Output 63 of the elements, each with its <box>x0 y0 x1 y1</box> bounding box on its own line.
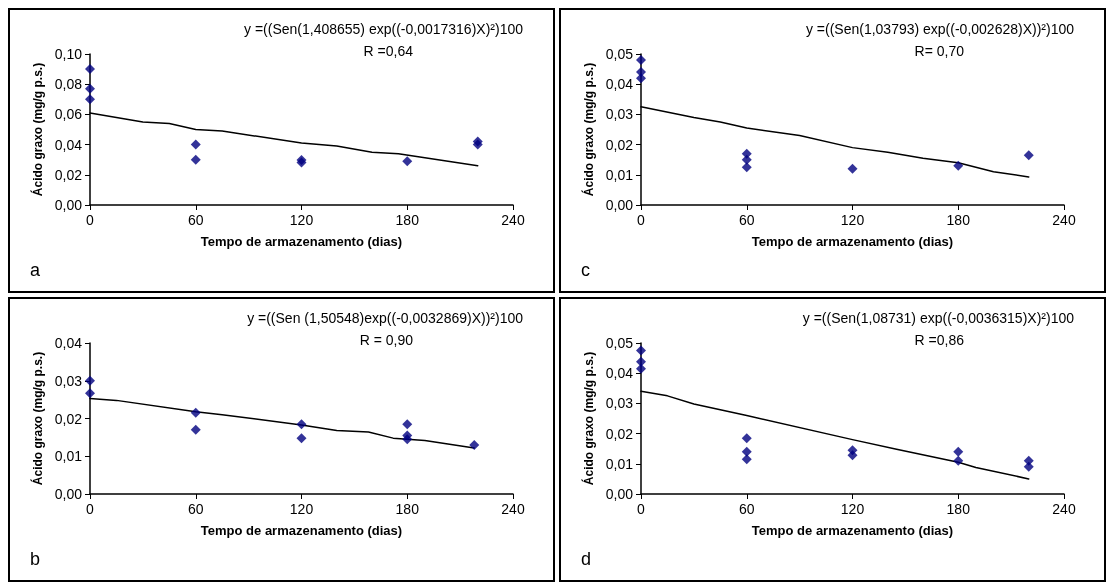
x-tick-label: 180 <box>946 501 971 517</box>
y-tick-label: 0,00 <box>605 197 634 213</box>
x-tick-label: 120 <box>289 501 314 517</box>
y-tick-label: 0,01 <box>605 166 634 183</box>
annotation: R =0,64 <box>363 43 414 59</box>
x-tick-label: 120 <box>840 501 865 517</box>
x-tick-label: 0 <box>637 501 646 517</box>
text: d <box>581 549 592 569</box>
text: y =((Sen(1,408655) exp((-0,0017316)X)²)100 <box>244 21 524 37</box>
y-tick-label: 0,05 <box>605 335 634 351</box>
y-tick-label: 0,03 <box>54 372 83 389</box>
x-axis-title: Tempo de armazenamento (dias) <box>200 523 403 538</box>
annotation: R =0,86 <box>914 332 965 348</box>
text: y =((Sen(1,03793) exp((-0,002628)X))²)100 <box>805 21 1075 37</box>
x-axis-title: Tempo de armazenamento (dias) <box>751 234 954 249</box>
text: y =((Sen (1,50548)exp((-0,0032869)X))²)100 <box>247 310 524 326</box>
y-tick-label: 0,02 <box>54 166 83 183</box>
text: a <box>30 260 41 280</box>
y-tick-label: 0,01 <box>54 448 83 465</box>
y-tick-label: 0,03 <box>605 395 634 412</box>
y-axis-title: Ácido graxo (mg/g p.s.) <box>29 351 45 486</box>
x-tick-label: 240 <box>1052 212 1076 228</box>
y-tick-label: 0,00 <box>54 197 83 213</box>
y-tick-label: 0,04 <box>605 76 634 93</box>
y-tick-label: 0,03 <box>605 106 634 123</box>
y-tick-label: 0,01 <box>605 455 634 472</box>
annotation: R = 0,90 <box>359 332 414 348</box>
y-tick-label: 0,04 <box>54 335 83 351</box>
x-tick-label: 180 <box>395 212 420 228</box>
y-axis-title: Ácido graxo (mg/g p.s.) <box>580 351 596 486</box>
y-tick-label: 0,10 <box>54 46 83 62</box>
y-tick-label: 0,02 <box>605 136 634 153</box>
y-axis-title: Ácido graxo (mg/g p.s.) <box>580 62 596 197</box>
x-axis-title: Tempo de armazenamento (dias) <box>200 234 403 249</box>
x-tick-label: 60 <box>187 212 204 228</box>
y-tick-label: 0,05 <box>605 46 634 62</box>
text: b <box>30 549 41 569</box>
text: c <box>581 260 590 280</box>
x-tick-label: 120 <box>289 212 314 228</box>
y-tick-label: 0,08 <box>54 76 83 93</box>
x-tick-label: 240 <box>501 501 525 517</box>
x-tick-label: 120 <box>840 212 865 228</box>
x-tick-label: 60 <box>187 501 204 517</box>
y-tick-label: 0,06 <box>54 106 83 123</box>
y-axis-title: Ácido graxo (mg/g p.s.) <box>29 62 45 197</box>
x-tick-label: 180 <box>946 212 971 228</box>
x-tick-label: 60 <box>738 212 755 228</box>
text: y =((Sen(1,08731) exp((-0,0036315)X)²)100 <box>802 310 1075 326</box>
y-tick-label: 0,00 <box>605 486 634 502</box>
x-axis-title: Tempo de armazenamento (dias) <box>751 523 954 538</box>
x-tick-label: 0 <box>86 212 95 228</box>
annotation: R= 0,70 <box>914 43 965 59</box>
y-tick-label: 0,04 <box>605 365 634 382</box>
x-tick-label: 0 <box>86 501 95 517</box>
x-tick-label: 60 <box>738 501 755 517</box>
y-tick-label: 0,02 <box>54 410 83 427</box>
x-tick-label: 240 <box>501 212 525 228</box>
x-tick-label: 240 <box>1052 501 1076 517</box>
y-tick-label: 0,02 <box>605 425 634 442</box>
y-tick-label: 0,00 <box>54 486 83 502</box>
x-tick-label: 0 <box>637 212 646 228</box>
x-tick-label: 180 <box>395 501 420 517</box>
y-tick-label: 0,04 <box>54 136 83 153</box>
